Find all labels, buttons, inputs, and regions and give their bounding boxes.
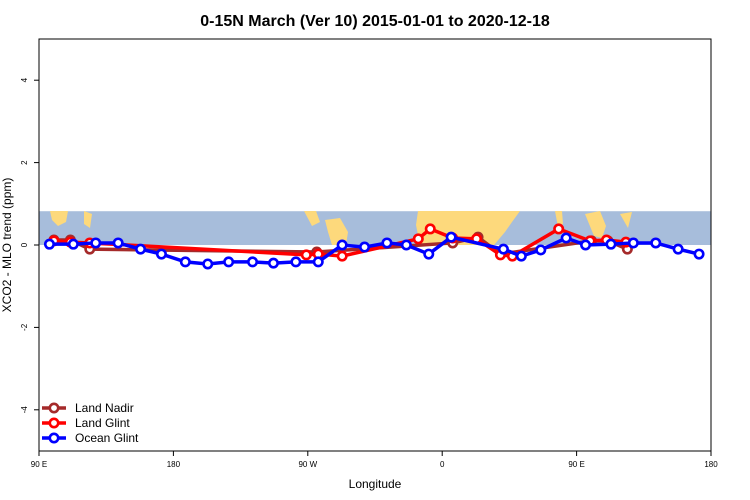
land-shape	[304, 211, 320, 226]
x-tick-label: 0	[440, 460, 445, 469]
data-point	[535, 244, 547, 256]
land-shape	[325, 218, 348, 245]
legend-marker	[48, 432, 60, 444]
land-shape	[555, 211, 563, 227]
data-point	[672, 243, 684, 255]
y-tick-label: -4	[20, 406, 29, 414]
data-point	[336, 250, 348, 262]
y-tick-label: 2	[20, 160, 29, 165]
legend-marker	[48, 417, 60, 429]
series-ocean-glint	[43, 231, 705, 270]
data-point	[312, 256, 324, 268]
data-point	[400, 239, 412, 251]
data-point	[560, 232, 572, 244]
data-point	[693, 248, 705, 260]
data-point	[112, 237, 124, 249]
land-shape	[84, 211, 92, 228]
data-point	[90, 237, 102, 249]
data-point	[300, 249, 312, 261]
data-point	[627, 237, 639, 249]
data-point	[267, 257, 279, 269]
land-shape	[585, 211, 606, 238]
data-point	[155, 248, 167, 260]
x-tick-label: 90 W	[298, 460, 317, 469]
legend-item: Ocean Glint	[42, 431, 139, 445]
data-point	[179, 256, 191, 268]
legend-label: Ocean Glint	[75, 431, 139, 445]
data-point	[67, 238, 79, 250]
data-point	[202, 258, 214, 270]
data-point	[247, 256, 259, 268]
land-shape	[50, 211, 68, 226]
data-point	[497, 243, 509, 255]
series-group	[43, 223, 705, 270]
data-point	[412, 233, 424, 245]
data-point	[290, 256, 302, 268]
axes: 90 E 180 90 W 0 90 E 180 -4 -2 0 2 4	[20, 38, 718, 469]
legend-label: Land Glint	[75, 416, 130, 430]
legend-item: Land Nadir	[42, 401, 134, 415]
data-point	[135, 243, 147, 255]
data-point	[650, 237, 662, 249]
data-point	[605, 238, 617, 250]
data-point	[43, 238, 55, 250]
x-tick-label: 90 E	[31, 460, 47, 469]
x-tick-label: 180	[167, 460, 181, 469]
data-point	[445, 231, 457, 243]
x-axis-label: Longitude	[349, 477, 402, 491]
data-point	[223, 256, 235, 268]
land-shape	[416, 211, 520, 245]
legend-item: Land Glint	[42, 416, 130, 430]
y-tick-label: 0	[20, 242, 29, 247]
x-tick-label: 180	[704, 460, 718, 469]
data-point	[515, 250, 527, 262]
data-point	[381, 237, 393, 249]
y-tick-label: 4	[20, 77, 29, 82]
background-map	[39, 211, 711, 245]
series-land-glint	[48, 223, 632, 262]
x-tick-label: 90 E	[568, 460, 584, 469]
y-tick-label: -2	[20, 323, 29, 331]
data-point	[580, 239, 592, 251]
y-axis-label: XCO2 - MLO trend (ppm)	[0, 178, 14, 313]
data-point	[424, 223, 436, 235]
legend-label: Land Nadir	[75, 401, 134, 415]
data-point	[336, 239, 348, 251]
land-shape	[620, 212, 632, 228]
data-point	[423, 248, 435, 260]
chart-title: 0-15N March (Ver 10) 2015-01-01 to 2020-…	[200, 13, 550, 30]
data-point	[359, 241, 371, 253]
data-point	[553, 223, 565, 235]
series-line	[53, 226, 627, 258]
legend-marker	[48, 402, 60, 414]
